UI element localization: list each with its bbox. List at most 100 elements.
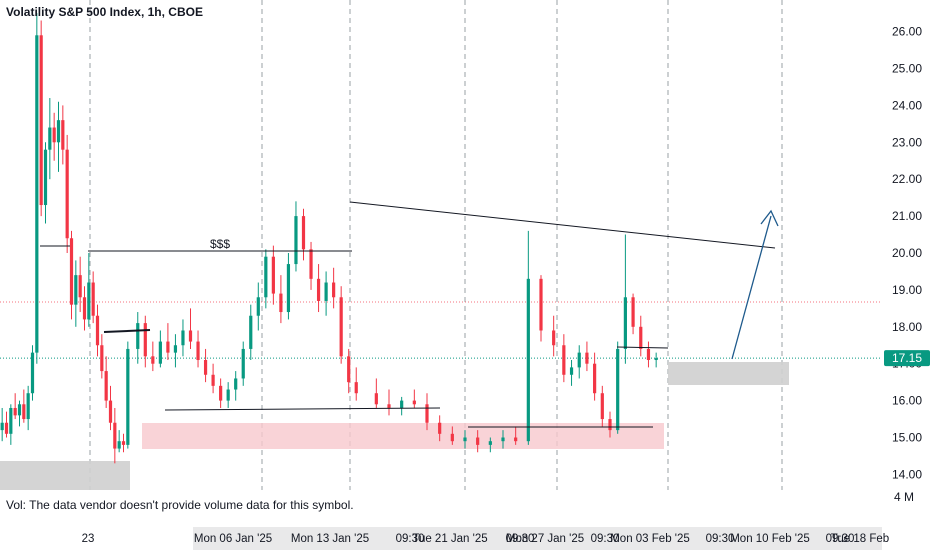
projection-arrowhead: [760, 209, 779, 227]
chart-title: Volatility S&P 500 Index, 1h, CBOE: [6, 5, 203, 19]
price-tick-5: 21.00: [892, 209, 922, 223]
candle-9: [39, 20, 43, 217]
candle-83: [623, 234, 627, 364]
candle-51: [294, 201, 298, 272]
price-tick-6: 20.00: [892, 246, 922, 260]
candle-69: [488, 437, 492, 453]
candle-4: [17, 400, 22, 427]
time-tick-0: 23: [82, 533, 95, 545]
candle-70: [501, 430, 505, 449]
time-tick-9: 09:30: [706, 533, 735, 545]
candle-23: [100, 334, 104, 379]
candles: [0, 13, 658, 464]
candle-45: [249, 304, 253, 361]
time-tick-11: 09:30: [826, 533, 855, 545]
level-segment-4: [616, 346, 669, 349]
liquidity-label: $$$: [210, 237, 230, 251]
time-tick-5: 09:30: [506, 533, 535, 545]
candle-36: [181, 319, 185, 357]
candle-30: [136, 312, 140, 364]
candle-68: [476, 430, 480, 453]
candle-10: [43, 142, 48, 224]
candle-25: [108, 385, 113, 431]
candle-85: [639, 315, 643, 357]
candle-54: [316, 264, 321, 313]
price-axis[interactable]: 26.00 25.00 24.00 23.00 22.00 21.00 20.00 19.00…: [884, 25, 930, 504]
candle-84: [631, 293, 635, 335]
candle-32: [151, 341, 155, 372]
candle-75: [562, 334, 566, 383]
price-tick-1: 25.00: [892, 62, 922, 76]
candle-78: [585, 341, 589, 372]
candle-28: [121, 433, 126, 453]
candle-19: [82, 286, 87, 331]
candle-12: [52, 112, 56, 161]
candle-24: [104, 356, 108, 408]
time-tick-3: 09:30: [396, 533, 425, 545]
candle-26: [113, 407, 117, 464]
candle-43: [234, 371, 238, 401]
time-tick-1: Mon 06 Jan '25: [194, 533, 272, 545]
price-tick-4: 22.00: [892, 172, 922, 186]
candle-35: [173, 334, 178, 368]
candle-63: [412, 389, 416, 408]
candle-74: [552, 315, 556, 357]
candle-71: [514, 426, 518, 445]
candle-22: [95, 304, 100, 357]
candle-62: [400, 396, 404, 416]
candle-15: [65, 134, 69, 253]
candle-29: [126, 341, 130, 449]
candle-44: [241, 341, 245, 386]
time-tick-6: Mon 27 Jan '25: [506, 533, 584, 545]
candle-42: [226, 382, 230, 408]
candle-13: [56, 101, 61, 172]
candle-64: [425, 393, 429, 431]
grid-lines: [0, 0, 882, 490]
candle-66: [450, 426, 454, 445]
candle-41: [219, 378, 223, 408]
candle-7: [30, 345, 35, 401]
time-tick-7: 09:30: [591, 533, 620, 545]
candle-1: [4, 411, 9, 438]
candle-55: [324, 271, 328, 316]
volume-axis-label: 4 M: [894, 490, 914, 504]
candle-40: [211, 363, 215, 394]
price-zones: [0, 362, 789, 490]
candle-34: [166, 323, 170, 361]
candle-31: [143, 315, 147, 368]
candle-39: [203, 348, 208, 383]
candle-77: [577, 345, 581, 379]
price-tick-12: 14.00: [892, 467, 922, 481]
candle-37: [188, 308, 193, 349]
candle-16: [69, 230, 74, 320]
candle-21: [91, 271, 95, 324]
candle-17: [74, 260, 78, 327]
time-tick-12: Tue 18 Feb: [831, 533, 889, 545]
support-line: [164, 407, 441, 411]
candle-27: [117, 430, 121, 453]
level-segment-2: [103, 329, 151, 333]
price-tick-3: 23.00: [892, 135, 922, 149]
time-axis-band: [193, 527, 882, 550]
candle-2: [9, 404, 13, 445]
candle-49: [279, 275, 283, 324]
candle-3: [13, 393, 17, 420]
price-tick-11: 15.00: [892, 431, 922, 445]
trend-drawings: $$$: [40, 201, 779, 428]
candle-38: [196, 330, 200, 368]
candle-60: [374, 378, 378, 408]
time-tick-8: Mon 03 Feb '25: [610, 533, 690, 545]
candle-57: [339, 286, 343, 364]
candle-59: [354, 367, 358, 401]
time-tick-4: Tue 21 Jan '25: [412, 533, 487, 545]
time-tick-2: Mon 13 Jan '25: [291, 533, 369, 545]
candle-58: [347, 348, 351, 394]
candle-6: [26, 385, 30, 431]
candle-79: [593, 352, 597, 401]
candle-61: [387, 389, 391, 416]
candle-86: [646, 341, 651, 368]
candle-18: [78, 256, 82, 313]
price-tick-8: 18.00: [892, 320, 922, 334]
